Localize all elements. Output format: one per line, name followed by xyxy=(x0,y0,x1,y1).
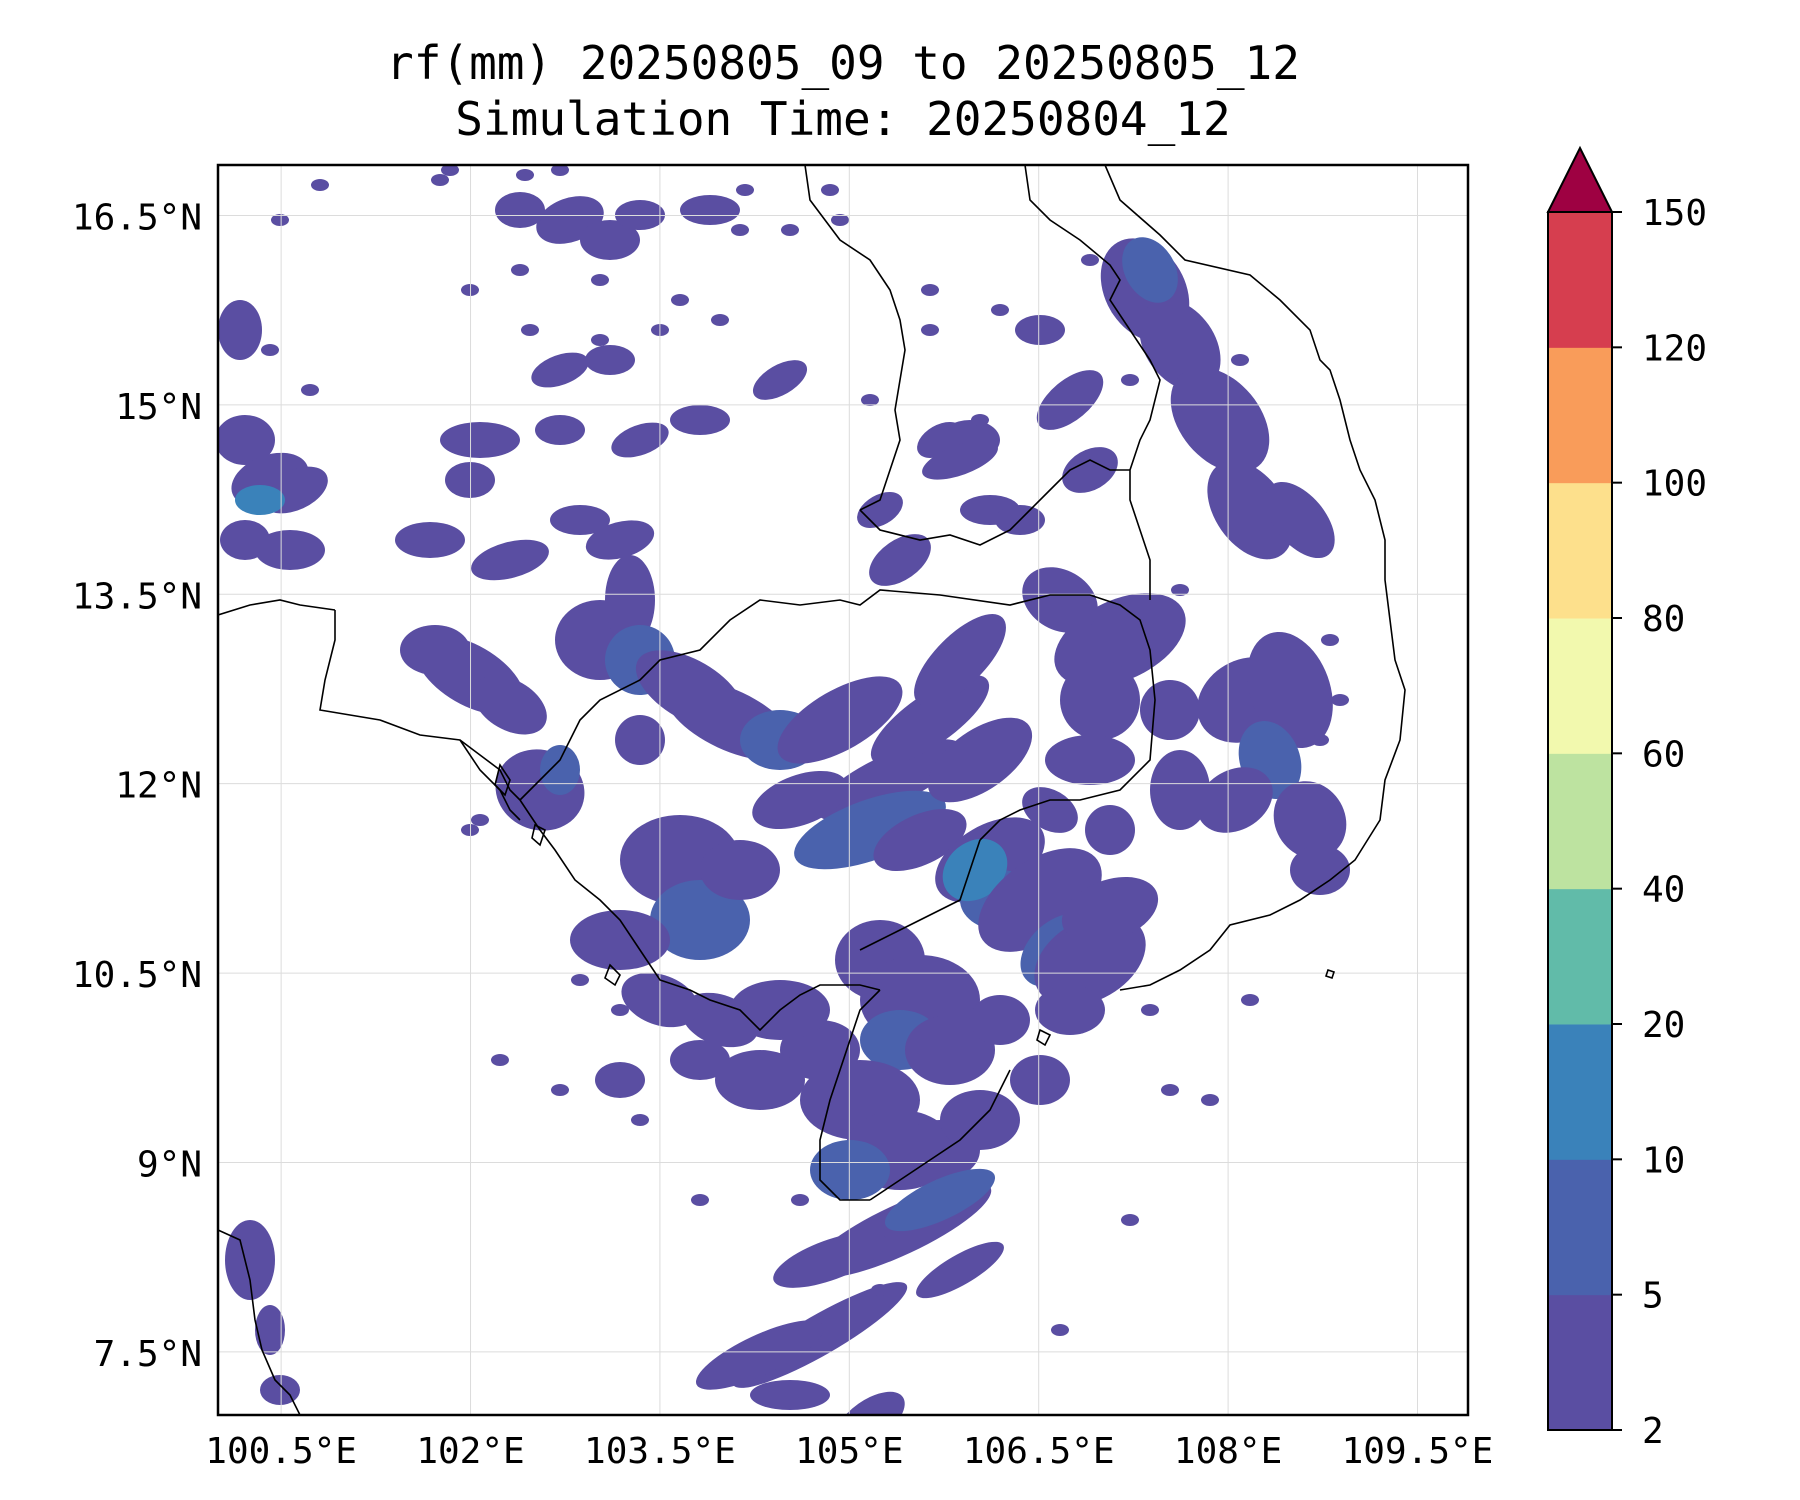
lon-tick-label: 106.5°E xyxy=(963,1431,1115,1472)
map-title-line-1: rf(mm) 20250805_09 to 20250805_12 xyxy=(386,36,1300,90)
coastline-segment xyxy=(604,963,621,987)
map-frame xyxy=(216,163,1470,1417)
lon-tick-label: 105°E xyxy=(795,1431,903,1472)
colorbar-tick-label: 120 xyxy=(1642,328,1707,369)
coastline-segment xyxy=(218,1229,301,1415)
colorbar-segment xyxy=(1548,753,1612,890)
latitude-tick-labels: 16.5°N 15°N 13.5°N 12°N 10.5°N 9°N 7.5°N xyxy=(72,198,202,1375)
coastline-segment xyxy=(859,459,1130,546)
colorbar-tick-label: 80 xyxy=(1642,599,1685,640)
lat-tick-label: 13.5°N xyxy=(72,576,202,617)
coastline-segment xyxy=(1024,165,1161,600)
lon-tick-label: 103.5°E xyxy=(584,1431,736,1472)
colorbar-tick-label: 10 xyxy=(1642,1140,1685,1181)
lat-tick-label: 9°N xyxy=(137,1144,202,1185)
coastline-segment xyxy=(519,799,881,1032)
lat-tick-label: 10.5°N xyxy=(72,955,202,996)
coastline-segment xyxy=(1324,968,1336,980)
lon-tick-label: 108°E xyxy=(1174,1431,1282,1472)
coastline-segment xyxy=(319,610,521,801)
coastline-segment xyxy=(519,589,1156,841)
colorbar-segment xyxy=(1548,1294,1612,1431)
colorbar-extend-arrow xyxy=(1546,145,1614,213)
coastline-segment xyxy=(819,989,881,1201)
colorbar-segment xyxy=(1548,212,1612,348)
colorbar-tick-label: 100 xyxy=(1642,464,1707,505)
colorbar-frame xyxy=(1547,211,1613,1431)
map-title-line-2: Simulation Time: 20250804_12 xyxy=(455,92,1231,146)
lon-tick-label: 109.5°E xyxy=(1342,1431,1494,1472)
coastline-segment xyxy=(531,823,546,847)
lat-tick-label: 12°N xyxy=(115,766,202,807)
colorbar-segment xyxy=(1548,347,1612,484)
coastline-segment xyxy=(804,165,906,511)
colorbar-segment xyxy=(1548,1159,1612,1296)
colorbar: 2 5 10 20 40 60 80 100 120 150 xyxy=(1546,145,1707,1452)
colorbar-segment xyxy=(1548,1024,1612,1160)
colorbar-segment xyxy=(1548,618,1612,754)
coastline-segment xyxy=(1104,165,1406,991)
colorbar-tick-label: 40 xyxy=(1642,870,1685,911)
colorbar-tick-label: 60 xyxy=(1642,734,1685,775)
colorbar-segment xyxy=(1548,482,1612,619)
lat-tick-label: 15°N xyxy=(115,387,202,428)
lat-tick-label: 7.5°N xyxy=(94,1334,202,1375)
coastline-segment xyxy=(218,599,336,616)
lat-tick-label: 16.5°N xyxy=(72,198,202,239)
coastlines-and-borders xyxy=(218,165,1406,1415)
longitude-tick-labels: 100.5°E 102°E 103.5°E 105°E 106.5°E 108°E 109.… xyxy=(205,1431,1493,1472)
colorbar-tick-label: 2 xyxy=(1642,1411,1664,1452)
coastline-segment xyxy=(494,763,511,797)
colorbar-tick-label: 150 xyxy=(1642,193,1707,234)
coastline-segment xyxy=(1036,1028,1052,1047)
coastline-segment xyxy=(869,1069,1011,1201)
coastline-segment xyxy=(859,839,981,951)
colorbar-segment xyxy=(1548,888,1612,1025)
lon-tick-label: 100.5°E xyxy=(205,1431,357,1472)
lon-tick-label: 102°E xyxy=(416,1431,524,1472)
map-gridlines xyxy=(218,165,1468,1415)
rainfall-contours xyxy=(218,165,1350,1415)
colorbar-tick-label: 20 xyxy=(1642,1005,1685,1046)
colorbar-tick-label: 5 xyxy=(1642,1276,1664,1317)
